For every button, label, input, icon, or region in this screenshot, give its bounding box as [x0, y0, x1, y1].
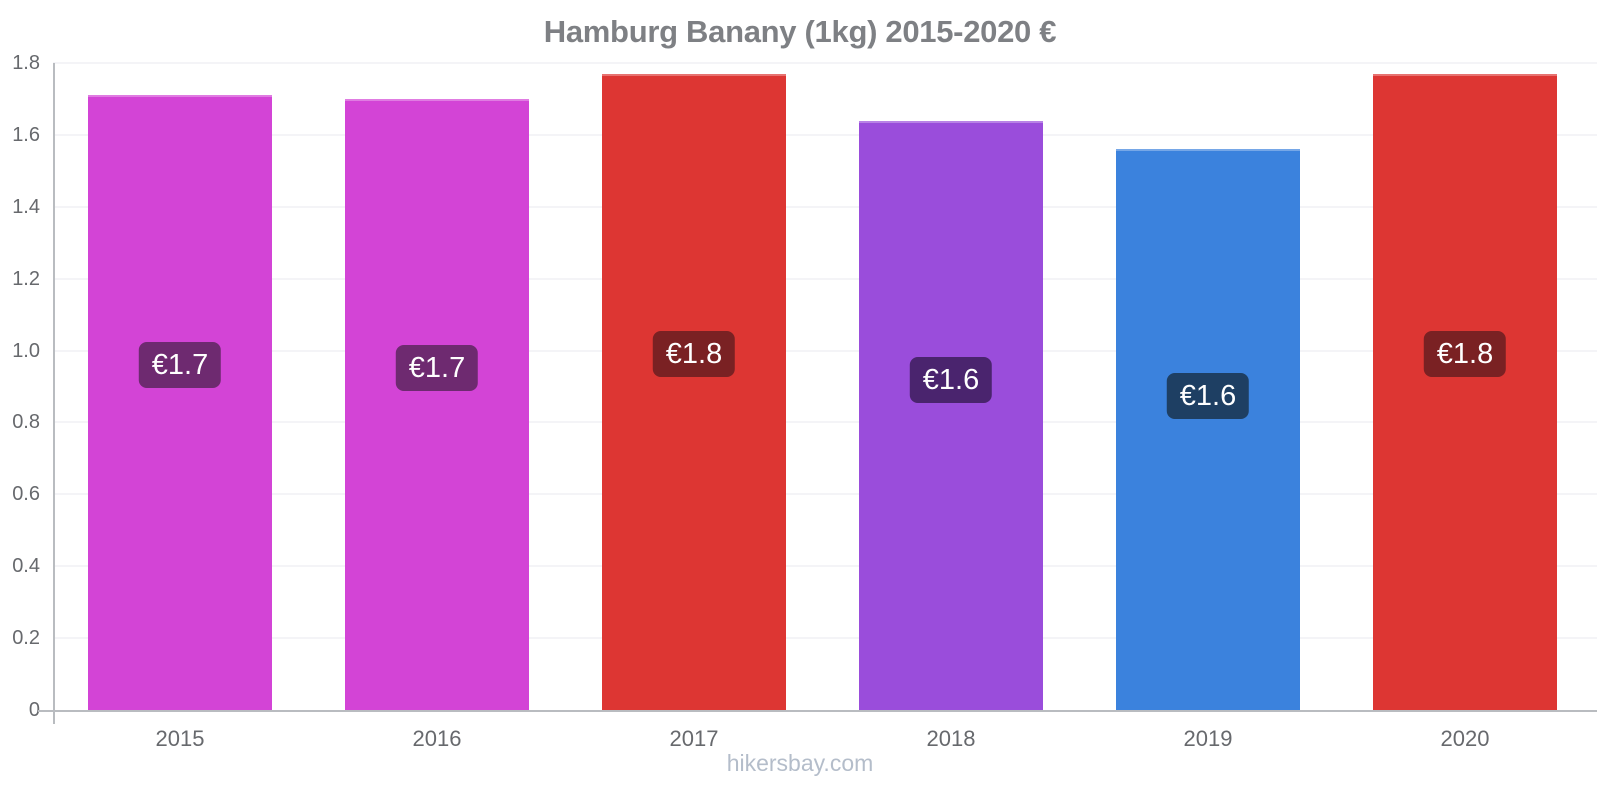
y-axis-tick-label: 1.2 — [12, 267, 40, 290]
bar-2018[interactable]: €1.6 — [859, 120, 1043, 710]
chart-title: Hamburg Banany (1kg) 2015-2020 € — [543, 14, 1057, 49]
y-gridline — [53, 637, 1597, 640]
y-axis-tick-label: 1.8 — [12, 52, 40, 74]
value-badge: €1.8 — [652, 330, 736, 377]
x-axis-line — [38, 710, 1597, 712]
x-axis-label: 2020 — [1440, 726, 1490, 751]
bar-2016[interactable]: €1.7 — [345, 98, 529, 710]
y-axis-tick-label: 0.2 — [12, 627, 40, 650]
bar-2020[interactable]: €1.8 — [1373, 73, 1557, 710]
y-axis-tick-label: 0.6 — [12, 483, 40, 506]
x-axis-label: 2016 — [412, 726, 462, 751]
y-gridline — [53, 205, 1597, 208]
bar-2015[interactable]: €1.7 — [88, 95, 272, 710]
value-badge: €1.7 — [395, 344, 479, 391]
y-axis-tick-label: 1.4 — [12, 195, 40, 218]
y-axis-tick-label: 0 — [28, 699, 40, 721]
y-gridline — [53, 421, 1597, 424]
y-axis-tick-label: 1.0 — [12, 339, 40, 362]
x-axis-label: 2017 — [669, 726, 719, 751]
y-axis-tick-label: 1.6 — [12, 123, 40, 146]
bar-2017[interactable]: €1.8 — [602, 73, 786, 710]
value-badge: €1.6 — [1166, 373, 1250, 420]
y-axis-tick-label: 0.8 — [12, 411, 40, 434]
x-axis-label: 2018 — [926, 726, 976, 751]
y-gridline — [53, 493, 1597, 496]
y-gridline — [53, 133, 1597, 136]
footer-link[interactable]: hikersbay.com — [726, 750, 874, 776]
y-gridline — [53, 277, 1597, 280]
value-badge: €1.8 — [1423, 330, 1507, 377]
y-gridline — [53, 565, 1597, 568]
value-badge: €1.7 — [138, 342, 222, 389]
bar-2019[interactable]: €1.6 — [1116, 149, 1300, 710]
y-gridline — [53, 349, 1597, 352]
value-badge: €1.6 — [909, 356, 993, 403]
x-axis-label: 2015 — [155, 726, 205, 751]
y-axis-line — [53, 63, 55, 724]
x-axis-label: 2019 — [1183, 726, 1233, 751]
y-axis-tick-label: 0.4 — [12, 555, 40, 578]
y-gridline — [53, 62, 1597, 64]
